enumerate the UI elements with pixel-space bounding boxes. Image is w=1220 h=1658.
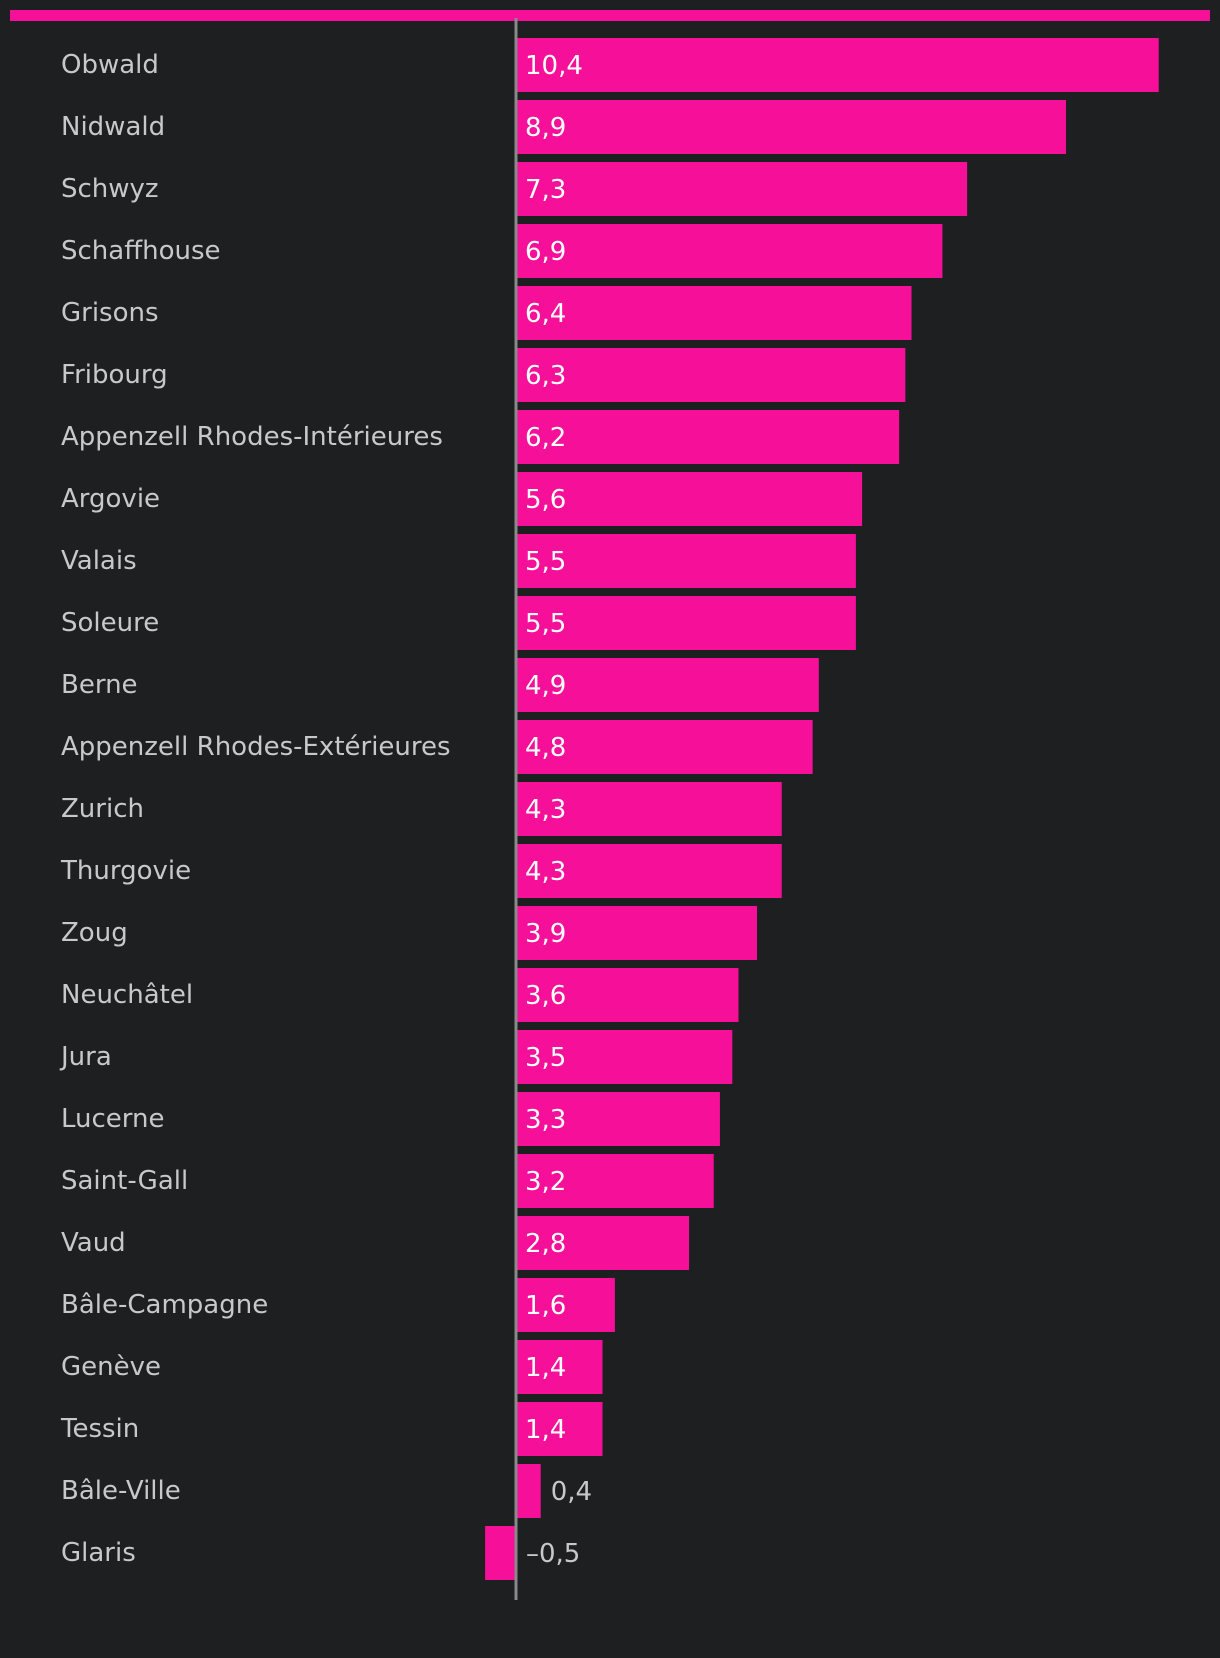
value-label: 2,8	[525, 1229, 566, 1259]
value-label: –0,5	[526, 1539, 580, 1569]
category-label: Berne	[61, 670, 138, 700]
bar	[516, 1402, 603, 1456]
bar	[516, 1216, 690, 1270]
value-label: 3,9	[525, 919, 566, 949]
category-label: Zoug	[61, 918, 128, 948]
bar	[516, 720, 813, 774]
value-label: 6,4	[525, 299, 566, 329]
value-label: 1,6	[525, 1291, 566, 1321]
category-label: Genève	[61, 1352, 161, 1382]
bar	[516, 1464, 541, 1518]
bar	[516, 100, 1067, 154]
category-label: Saint-Gall	[61, 1166, 188, 1196]
bar	[485, 1526, 516, 1580]
value-label: 4,3	[525, 857, 566, 887]
category-label: Obwald	[61, 50, 159, 80]
bar	[516, 38, 1159, 92]
bar	[516, 472, 863, 526]
category-label: Argovie	[61, 484, 160, 514]
category-label: Zurich	[61, 794, 144, 824]
category-label: Schwyz	[61, 174, 159, 204]
bar	[516, 844, 782, 898]
category-label: Soleure	[61, 608, 159, 638]
bar	[516, 534, 856, 588]
category-label: Neuchâtel	[61, 980, 193, 1010]
bar	[516, 906, 758, 960]
category-label: Bâle-Ville	[61, 1476, 181, 1506]
value-label: 6,3	[525, 361, 566, 391]
bar	[516, 1030, 733, 1084]
bar	[516, 1278, 615, 1332]
category-label: Grisons	[61, 298, 159, 328]
value-label: 7,3	[525, 175, 566, 205]
bar	[516, 348, 906, 402]
category-label: Bâle-Campagne	[61, 1290, 268, 1320]
bar	[516, 410, 900, 464]
category-label: Schaffhouse	[61, 236, 221, 266]
category-label: Lucerne	[61, 1104, 165, 1134]
value-label: 8,9	[525, 113, 566, 143]
value-label: 3,6	[525, 981, 566, 1011]
value-label: 10,4	[525, 51, 583, 81]
bar	[516, 782, 782, 836]
bar	[516, 162, 968, 216]
value-label: 3,2	[525, 1167, 566, 1197]
top-accent-rule	[10, 10, 1210, 21]
bar	[516, 224, 943, 278]
value-label: 3,5	[525, 1043, 566, 1073]
value-label: 5,5	[525, 547, 566, 577]
category-label: Nidwald	[61, 112, 165, 142]
value-label: 5,5	[525, 609, 566, 639]
category-label: Tessin	[60, 1414, 139, 1444]
value-label: 1,4	[525, 1415, 566, 1445]
bar	[516, 658, 819, 712]
category-label: Glaris	[61, 1538, 136, 1568]
bar	[516, 1154, 714, 1208]
category-label: Jura	[59, 1042, 112, 1072]
category-label: Thurgovie	[60, 856, 191, 886]
value-label: 4,8	[525, 733, 566, 763]
bar	[516, 1340, 603, 1394]
category-label: Fribourg	[61, 360, 168, 390]
category-label: Vaud	[61, 1228, 126, 1258]
value-label: 6,9	[525, 237, 566, 267]
value-label: 1,4	[525, 1353, 566, 1383]
bar	[516, 968, 739, 1022]
value-label: 4,9	[525, 671, 566, 701]
value-label: 3,3	[525, 1105, 566, 1135]
value-label: 4,3	[525, 795, 566, 825]
bar	[516, 286, 912, 340]
bar	[516, 1092, 720, 1146]
value-label: 0,4	[551, 1477, 592, 1507]
category-label: Appenzell Rhodes-Intérieures	[61, 422, 443, 452]
category-label: Valais	[61, 546, 137, 576]
bar	[516, 596, 856, 650]
value-label: 6,2	[525, 423, 566, 453]
category-label: Appenzell Rhodes-Extérieures	[61, 732, 451, 762]
value-label: 5,6	[525, 485, 566, 515]
